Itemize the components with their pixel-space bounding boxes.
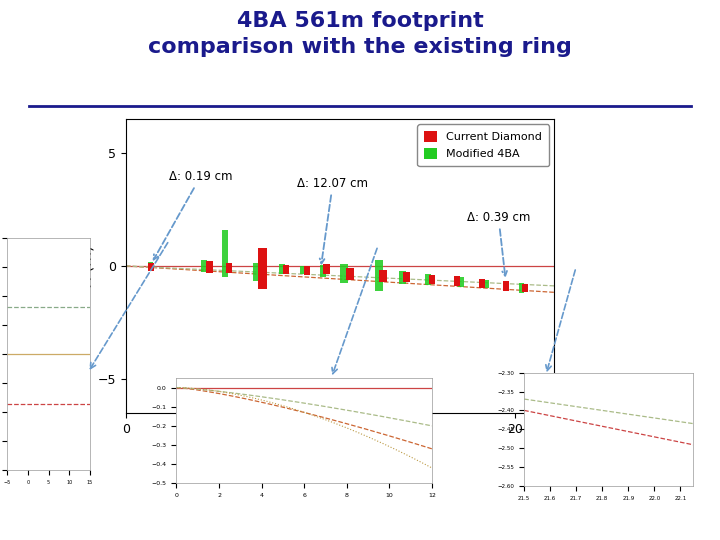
Bar <box>425 274 431 285</box>
Text: Δ: 12.07 cm: Δ: 12.07 cm <box>297 177 369 264</box>
Bar <box>253 262 260 281</box>
Bar <box>429 274 435 284</box>
Bar <box>320 265 325 277</box>
Bar <box>201 260 207 272</box>
Bar <box>258 248 266 288</box>
Bar <box>283 265 289 274</box>
Bar <box>518 283 524 293</box>
Bar <box>503 281 508 291</box>
Bar <box>304 266 310 275</box>
Bar <box>300 266 306 274</box>
Bar <box>222 230 228 277</box>
Bar <box>340 264 348 283</box>
Y-axis label: X (m): X (m) <box>80 245 95 287</box>
Bar <box>523 284 528 293</box>
Bar <box>458 277 464 287</box>
X-axis label: Z (m): Z (m) <box>318 441 363 460</box>
Bar <box>379 270 387 282</box>
Bar <box>403 272 410 282</box>
Bar <box>226 263 232 273</box>
Bar <box>323 264 330 274</box>
Bar <box>346 268 354 280</box>
Bar <box>484 280 489 288</box>
Bar <box>148 262 153 267</box>
Bar <box>480 279 485 288</box>
Text: Δ: 0.19 cm: Δ: 0.19 cm <box>153 170 233 260</box>
Bar <box>207 261 213 273</box>
Legend: Current Diamond, Modified 4BA: Current Diamond, Modified 4BA <box>418 124 549 166</box>
Text: 4BA 561m footprint
comparison with the existing ring: 4BA 561m footprint comparison with the e… <box>148 11 572 57</box>
Bar <box>279 264 284 274</box>
Bar <box>148 263 154 271</box>
Bar <box>400 272 405 284</box>
Bar <box>375 260 383 291</box>
Bar <box>454 276 461 286</box>
Text: Δ: 0.39 cm: Δ: 0.39 cm <box>467 211 530 276</box>
